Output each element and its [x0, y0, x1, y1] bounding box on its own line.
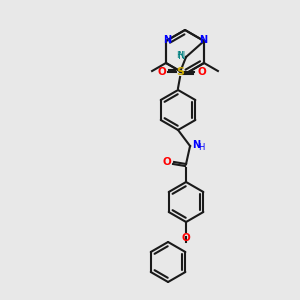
- Text: S: S: [176, 67, 184, 77]
- Text: H: H: [176, 52, 183, 61]
- Text: O: O: [157, 67, 166, 77]
- Text: O: O: [182, 233, 190, 243]
- Text: N: N: [199, 35, 207, 45]
- Text: N: N: [192, 140, 200, 150]
- Text: O: O: [162, 157, 171, 167]
- Text: O: O: [197, 67, 206, 77]
- Text: N: N: [178, 51, 185, 61]
- Text: H: H: [198, 142, 204, 152]
- Text: N: N: [163, 35, 171, 45]
